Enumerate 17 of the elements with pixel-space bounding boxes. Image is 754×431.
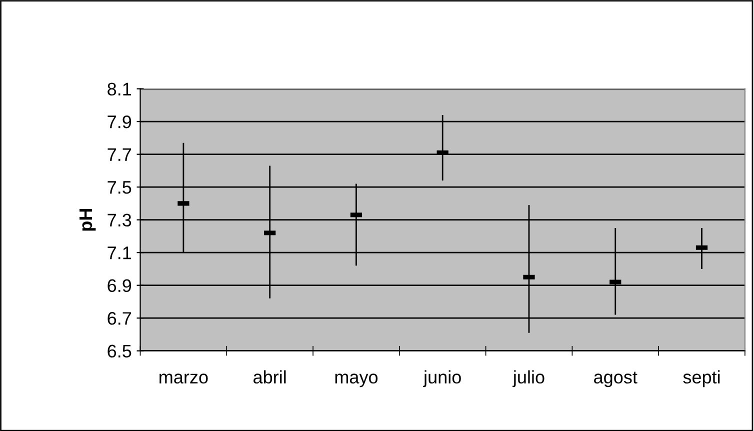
x-tick-label: agost bbox=[594, 372, 638, 388]
y-tick-label: 6.7 bbox=[108, 312, 132, 325]
y-tick-label: 7.7 bbox=[108, 148, 132, 161]
x-tick-label: septi bbox=[683, 370, 720, 388]
y-tick-label: 6.9 bbox=[108, 279, 132, 292]
y-tick-label: 7.1 bbox=[108, 246, 132, 260]
y-tick-label: 8.1 bbox=[108, 82, 132, 96]
y-tick-label: 7.9 bbox=[108, 115, 132, 128]
x-tick-label: julio bbox=[512, 370, 544, 388]
x-tick-label: marzo bbox=[160, 374, 208, 384]
y-tick-label: 7.5 bbox=[108, 181, 132, 194]
x-tick-label: mayo bbox=[335, 374, 378, 388]
y-axis-title: pH bbox=[80, 208, 96, 231]
y-tick-label: 7.3 bbox=[108, 214, 132, 227]
y-tick-label: 6.5 bbox=[108, 344, 132, 358]
x-tick-label: junio bbox=[423, 370, 461, 388]
x-tick-label: abril bbox=[254, 370, 286, 384]
